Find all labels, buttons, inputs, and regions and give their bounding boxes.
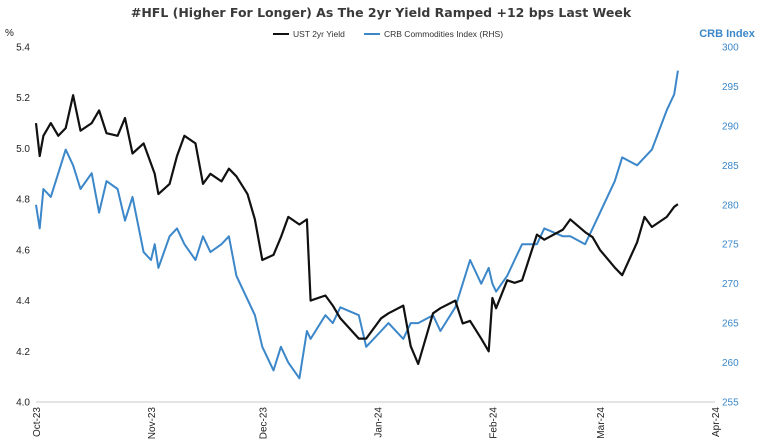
- y-tick-left-4: 4.8: [16, 195, 30, 206]
- y-tick-right-3: 270: [722, 279, 739, 290]
- series-line-ust-2yr-yield: [34, 94, 679, 366]
- x-tick-3: Jan-24: [373, 407, 384, 438]
- y-tick-right-1: 260: [722, 358, 739, 369]
- y-axis-right: 255 260 265 270 275 280 285 290 295 300: [722, 43, 739, 409]
- y-tick-left-7: 5.4: [16, 43, 30, 54]
- y-axis-label-left: %: [5, 28, 14, 39]
- legend-label-crb: CRB Commodities Index (RHS): [384, 29, 503, 39]
- y-tick-left-1: 4.2: [16, 347, 30, 358]
- chart-title: #HFL (Higher For Longer) As The 2yr Yiel…: [131, 5, 632, 20]
- y-tick-right-0: 255: [722, 398, 739, 409]
- x-tick-2: Dec-23: [258, 407, 269, 440]
- series-line-crb-index: [35, 70, 679, 380]
- y-tick-right-6: 285: [722, 161, 739, 172]
- y-tick-right-8: 295: [722, 82, 739, 93]
- plot-area: [34, 70, 679, 380]
- y-tick-right-2: 265: [722, 319, 739, 330]
- y-tick-right-9: 300: [722, 43, 739, 54]
- y-axis-left: 4.0 4.2 4.4 4.6 4.8 5.0 5.2 5.4: [16, 43, 30, 409]
- x-tick-6: Apr-24: [711, 407, 722, 437]
- y-axis-label-right: CRB Index: [699, 28, 756, 40]
- y-tick-left-5: 5.0: [16, 144, 30, 155]
- x-tick-4: Feb-24: [488, 407, 499, 439]
- x-tick-1: Nov-23: [147, 407, 158, 440]
- x-tick-5: Mar-24: [596, 407, 607, 439]
- y-tick-right-5: 280: [722, 200, 739, 211]
- legend-label-yield: UST 2yr Yield: [293, 29, 345, 39]
- x-axis: Oct-23 Nov-23 Dec-23 Jan-24 Feb-24 Mar-24 Apr-…: [32, 407, 722, 440]
- y-tick-left-6: 5.2: [16, 93, 30, 104]
- y-tick-right-7: 290: [722, 121, 739, 132]
- y-tick-left-0: 4.0: [16, 398, 30, 409]
- legend: UST 2yr Yield CRB Commodities Index (RHS…: [273, 29, 503, 39]
- y-tick-right-4: 275: [722, 240, 739, 251]
- y-tick-left-2: 4.4: [16, 296, 30, 307]
- x-tick-0: Oct-23: [32, 407, 43, 437]
- y-tick-left-3: 4.6: [16, 245, 30, 256]
